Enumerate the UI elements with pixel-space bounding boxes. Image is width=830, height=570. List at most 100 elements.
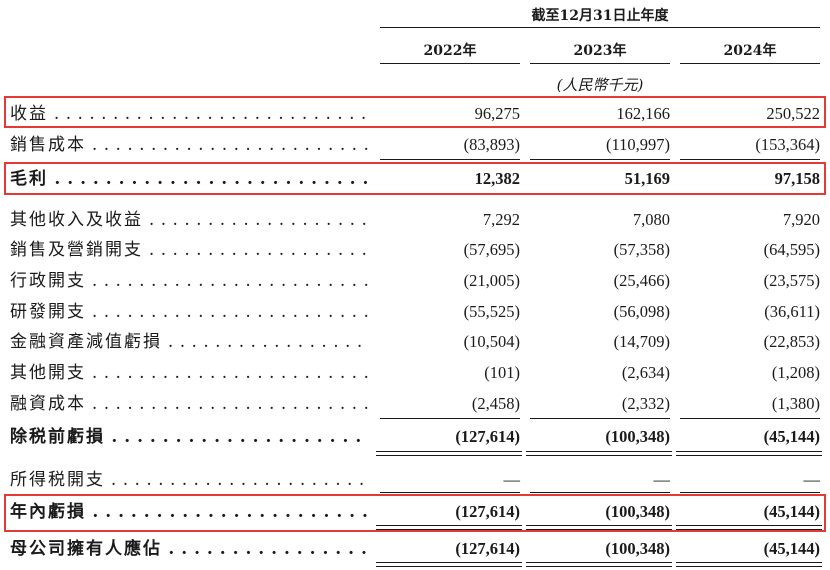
row-label: 毛利 <box>10 165 368 193</box>
subtotal-rule-2022 <box>380 492 520 493</box>
highlight-box-loss-for-year <box>4 494 826 532</box>
value-2023: 162,166 <box>616 104 670 123</box>
value-2023: (100,348) <box>605 427 670 446</box>
value-2023: 51,169 <box>624 169 670 188</box>
value-2022: (21,005) <box>463 271 520 290</box>
value-2024: (45,144) <box>763 539 820 558</box>
row-label: 其他收入及收益 <box>10 206 368 234</box>
row-label: 收益 <box>10 100 368 128</box>
value-2022: 12,382 <box>474 169 520 188</box>
row-label: 行政開支 <box>10 267 368 295</box>
year-underline-2022 <box>380 63 520 64</box>
double-rule-2024 <box>676 451 822 456</box>
year-underline-2024 <box>680 63 820 64</box>
row-label: 銷售成本 <box>10 131 368 159</box>
row-finance-costs: 融資成本 (2,458) (2,332) (1,380) <box>0 390 830 418</box>
value-2022: (101) <box>484 363 520 382</box>
value-2022: (57,695) <box>463 240 520 259</box>
subtotal-rule-2024 <box>680 418 820 419</box>
period-header: 截至12月31日止年度 <box>531 8 669 24</box>
value-2024: (36,611) <box>764 302 820 321</box>
subtotal-rule-2023 <box>530 492 670 493</box>
value-2024: (22,853) <box>763 332 820 351</box>
double-rule-2022 <box>376 451 522 456</box>
value-2024: (45,144) <box>763 502 820 521</box>
row-revenue: 收益 96,275 162,166 250,522 <box>0 100 830 128</box>
value-2023: (56,098) <box>613 302 670 321</box>
double-rule-2024 <box>676 562 822 567</box>
subtotal-rule-2024 <box>680 159 820 160</box>
subtotal-rule-2024 <box>680 492 820 493</box>
value-2024: (64,595) <box>763 240 820 259</box>
value-2023: — <box>653 470 671 489</box>
header-rule <box>380 27 820 28</box>
value-2024: (45,144) <box>763 427 820 446</box>
year-underline-2023 <box>530 63 670 64</box>
double-rule-2022 <box>376 525 522 530</box>
value-2024: 250,522 <box>766 104 820 123</box>
double-rule-2024 <box>676 525 822 530</box>
unit-label: (人民幣千元) <box>556 76 644 94</box>
value-2023: (2,332) <box>621 394 670 413</box>
value-2023: (25,466) <box>613 271 670 290</box>
row-label: 融資成本 <box>10 390 368 418</box>
row-label: 年內虧損 <box>10 498 368 526</box>
row-label: 金融資產減值虧損 <box>10 328 368 356</box>
double-rule-2023 <box>526 562 672 567</box>
row-rd-expenses: 研發開支 (55,525) (56,098) (36,611) <box>0 298 830 326</box>
row-gross-profit: 毛利 12,382 51,169 97,158 <box>0 165 830 193</box>
value-2023: 7,080 <box>632 210 670 229</box>
row-attributable-to-owners: 母公司擁有人應佔 (127,614) (100,348) (45,144) <box>0 535 830 563</box>
value-2024: 7,920 <box>782 210 820 229</box>
value-2022: — <box>503 470 521 489</box>
highlight-box-gross-profit <box>4 162 826 195</box>
value-2024: (153,364) <box>755 135 820 154</box>
value-2024: — <box>803 470 821 489</box>
value-2024: 97,158 <box>774 169 820 188</box>
value-2022: (83,893) <box>463 135 520 154</box>
year-header-2022: 2022年 <box>423 43 477 59</box>
row-loss-before-tax: 除税前虧損 (127,614) (100,348) (45,144) <box>0 423 830 451</box>
value-2022: 7,292 <box>482 210 520 229</box>
subtotal-rule-2023 <box>530 159 670 160</box>
value-2023: (14,709) <box>613 332 670 351</box>
value-2023: (57,358) <box>613 240 670 259</box>
highlight-box-revenue <box>4 96 826 128</box>
row-income-tax: 所得税開支 — — — <box>0 466 830 494</box>
value-2022: 96,275 <box>474 104 520 123</box>
value-2022: (127,614) <box>455 427 520 446</box>
value-2022: (55,525) <box>463 302 520 321</box>
subtotal-rule-2022 <box>380 418 520 419</box>
double-rule-2023 <box>526 525 672 530</box>
row-loss-for-year: 年內虧損 (127,614) (100,348) (45,144) <box>0 498 830 526</box>
value-2022: (2,458) <box>471 394 520 413</box>
value-2023: (2,634) <box>621 363 670 382</box>
subtotal-rule-2023 <box>530 418 670 419</box>
row-label: 所得税開支 <box>10 466 368 494</box>
value-2023: (100,348) <box>605 539 670 558</box>
row-admin-expenses: 行政開支 (21,005) (25,466) (23,575) <box>0 267 830 295</box>
value-2022: (127,614) <box>455 502 520 521</box>
row-cost-of-sales: 銷售成本 (83,893) (110,997) (153,364) <box>0 131 830 159</box>
row-impairment-losses: 金融資產減值虧損 (10,504) (14,709) (22,853) <box>0 328 830 356</box>
double-rule-2023 <box>526 451 672 456</box>
subtotal-rule-2022 <box>380 159 520 160</box>
value-2023: (100,348) <box>605 502 670 521</box>
row-selling-expenses: 銷售及營銷開支 (57,695) (57,358) (64,595) <box>0 236 830 264</box>
row-label: 除税前虧損 <box>10 423 368 451</box>
row-other-expenses: 其他開支 (101) (2,634) (1,208) <box>0 359 830 387</box>
year-header-2023: 2023年 <box>573 43 627 59</box>
row-label: 其他開支 <box>10 359 368 387</box>
row-label: 母公司擁有人應佔 <box>10 535 368 563</box>
double-rule-2022 <box>376 562 522 567</box>
value-2022: (127,614) <box>455 539 520 558</box>
value-2024: (23,575) <box>763 271 820 290</box>
value-2024: (1,208) <box>771 363 820 382</box>
row-label: 銷售及營銷開支 <box>10 236 368 264</box>
value-2023: (110,997) <box>605 135 670 154</box>
year-header-2024: 2024年 <box>723 43 777 59</box>
row-other-income: 其他收入及收益 7,292 7,080 7,920 <box>0 206 830 234</box>
row-label: 研發開支 <box>10 298 368 326</box>
value-2024: (1,380) <box>771 394 820 413</box>
value-2022: (10,504) <box>463 332 520 351</box>
